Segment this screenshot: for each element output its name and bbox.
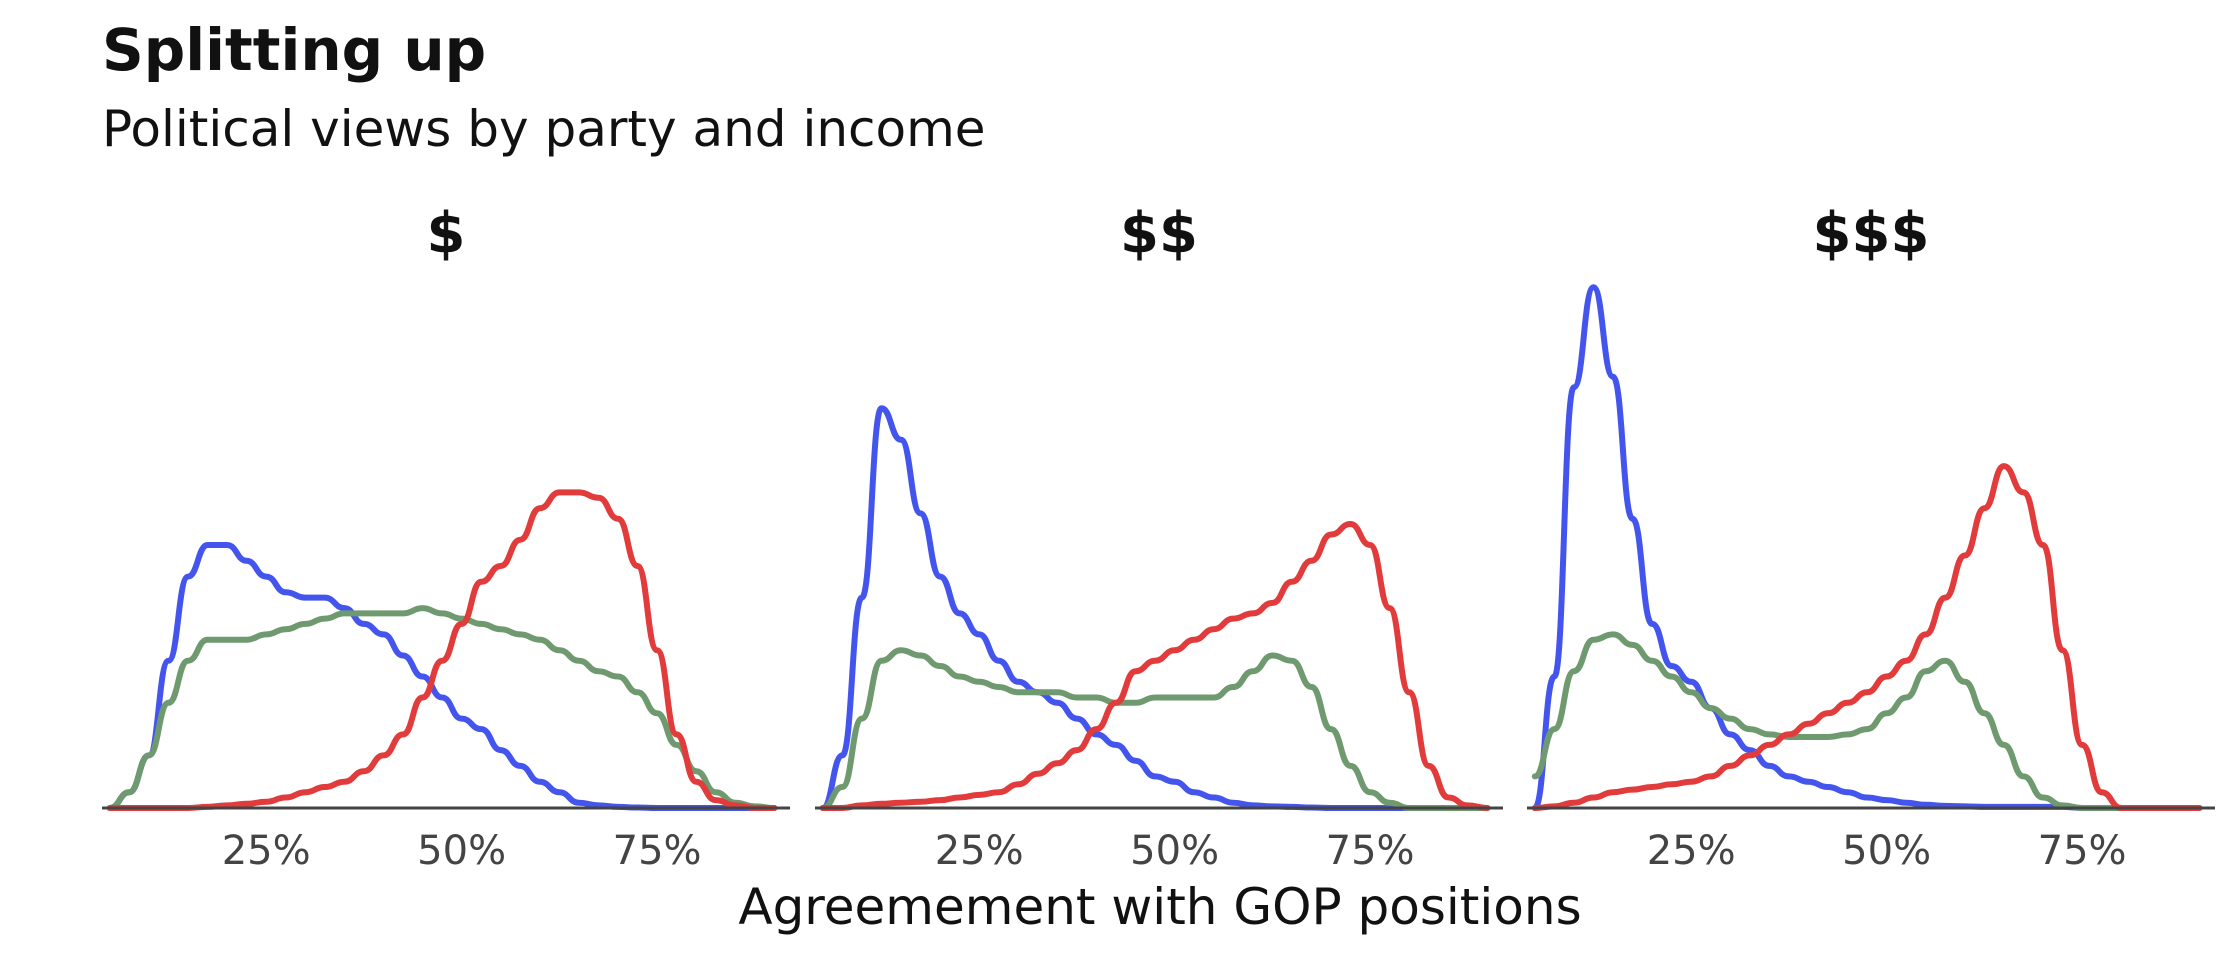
facet-title: $$$: [1813, 201, 1930, 266]
x-tick-label: 75%: [613, 828, 702, 874]
chart-title: Splitting up: [102, 16, 487, 84]
density-line-2: [106, 605, 778, 811]
x-tick-label: 75%: [1326, 828, 1415, 874]
density-line-2: [819, 647, 1491, 811]
x-tick-label: 25%: [222, 828, 311, 874]
facet-panel-3: $$$ 25% 50% 75%: [1527, 201, 2215, 874]
chart-subtitle: Political views by party and income: [102, 100, 986, 158]
density-line-3: [106, 489, 778, 811]
x-axis-label: Agreemement with GOP positions: [738, 878, 1581, 936]
facet-panel-2: $$ 25% 50% 75%: [815, 201, 1503, 874]
density-line-1: [106, 542, 778, 811]
facet-title: $: [427, 201, 466, 266]
density-line-3: [819, 521, 1491, 811]
density-line-3: [1531, 463, 2203, 811]
x-tick-label: 25%: [1647, 828, 1736, 874]
x-tick-label: 50%: [1130, 828, 1219, 874]
x-tick-label: 25%: [935, 828, 1024, 874]
facet-panel-1: $25% 50% 75%: [102, 201, 790, 874]
x-tick-label: 50%: [1842, 828, 1931, 874]
facet-title: $$: [1120, 201, 1198, 266]
density-line-2: [1531, 631, 2203, 811]
x-tick-label: 75%: [2038, 828, 2127, 874]
x-tick-label: 50%: [417, 828, 506, 874]
